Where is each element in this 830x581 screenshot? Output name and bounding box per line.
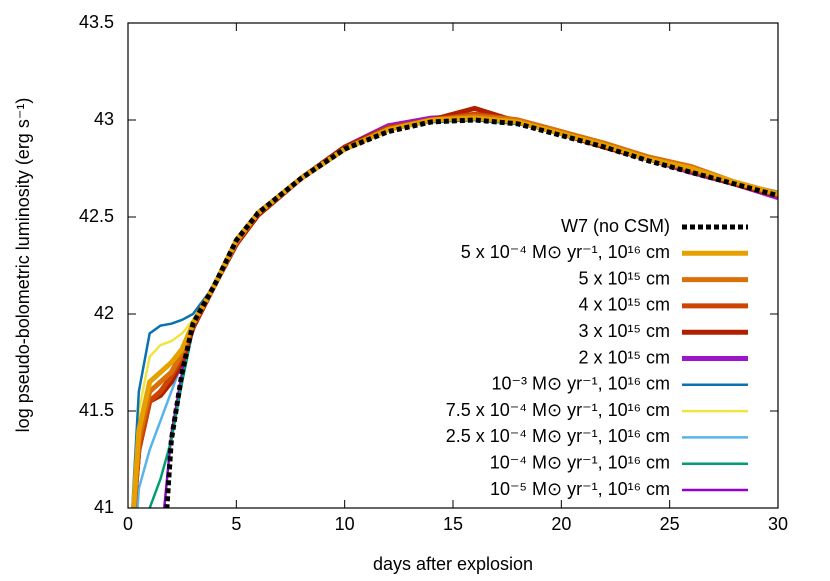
- line-series: [164, 117, 778, 508]
- y-tick-label: 43: [94, 109, 114, 129]
- legend-label: W7 (no CSM): [561, 216, 670, 236]
- line-series: [131, 111, 778, 508]
- line-series: [162, 118, 778, 508]
- y-axis-label: log pseudo-bolometric luminosity (erg s⁻…: [13, 98, 33, 433]
- line-series: [136, 118, 778, 508]
- line-series: [131, 118, 778, 508]
- plot-border: [127, 22, 779, 509]
- legend-label: 10⁻⁵ M⊙ yr⁻¹, 10¹⁶ cm: [490, 479, 670, 499]
- x-tick-label: 5: [231, 514, 241, 534]
- x-axis-label: days after explosion: [373, 554, 533, 574]
- plot-area: [131, 105, 778, 508]
- x-tick-label: 0: [123, 514, 133, 534]
- line-series: [132, 118, 778, 508]
- x-tick-label: 30: [768, 514, 788, 534]
- legend-label: 10⁻⁴ M⊙ yr⁻¹, 10¹⁶ cm: [490, 452, 670, 472]
- y-tick-label: 41.5: [79, 400, 114, 420]
- y-tick-label: 42.5: [79, 206, 114, 226]
- legend-label: 7.5 x 10⁻⁴ M⊙ yr⁻¹, 10¹⁶ cm: [446, 400, 670, 420]
- line-series: [131, 113, 778, 508]
- x-tick-label: 20: [551, 514, 571, 534]
- legend-label: 4 x 10¹⁵ cm: [579, 295, 671, 315]
- legend-label: 10⁻³ M⊙ yr⁻¹, 10¹⁶ cm: [491, 374, 670, 394]
- y-tick-label: 43.5: [79, 12, 114, 32]
- legend-label: 2 x 10¹⁵ cm: [579, 347, 671, 367]
- x-tick-label: 15: [443, 514, 463, 534]
- y-tick-label: 41: [94, 497, 114, 517]
- y-tick-label: 42: [94, 303, 114, 323]
- legend-label: 3 x 10¹⁵ cm: [579, 321, 671, 341]
- line-series: [131, 113, 778, 508]
- legend-label: 5 x 10¹⁵ cm: [579, 268, 671, 288]
- line-series: [131, 115, 778, 508]
- legend-label: 5 x 10⁻⁴ M⊙ yr⁻¹, 10¹⁶ cm: [461, 242, 670, 262]
- x-tick-label: 10: [335, 514, 355, 534]
- x-tick-label: 25: [660, 514, 680, 534]
- legend-label: 2.5 x 10⁻⁴ M⊙ yr⁻¹, 10¹⁶ cm: [446, 426, 670, 446]
